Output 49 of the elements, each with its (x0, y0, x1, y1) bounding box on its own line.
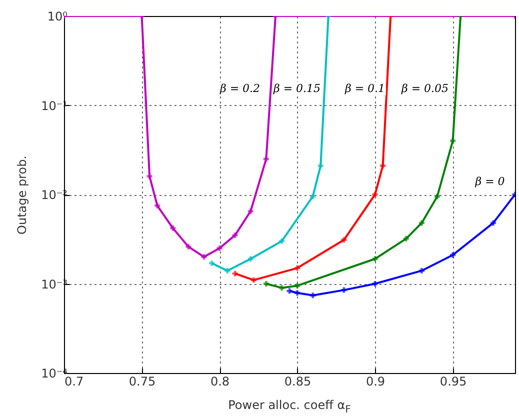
point (209, 260, 214, 266)
x-tick-label: 0.95 (440, 374, 467, 388)
annotation: β = 0.2 (218, 82, 262, 95)
point (278, 285, 284, 291)
point (278, 238, 284, 244)
point (294, 290, 300, 296)
y-tick-label: 10⁰ (47, 10, 68, 24)
point (154, 202, 160, 208)
x-tick-label: 0.85 (284, 374, 312, 388)
point (170, 225, 176, 231)
point (216, 245, 222, 251)
point (263, 156, 269, 162)
x-tick-label: 0.9 (366, 374, 386, 388)
annotation: β = 0.05 (400, 82, 450, 95)
point (232, 232, 238, 238)
point (450, 252, 456, 258)
y-axis-title: Outage prob. (15, 156, 30, 234)
point (146, 174, 152, 180)
point (490, 220, 496, 226)
point (434, 194, 440, 200)
point (380, 163, 386, 168)
point (450, 138, 456, 144)
annotation: β = 0.1 (344, 82, 386, 95)
point (310, 194, 316, 200)
x-tick-label: 0.8 (210, 374, 230, 388)
point (418, 268, 424, 274)
point (372, 281, 378, 286)
point (248, 256, 254, 262)
x-tick-label: 0.75 (128, 374, 156, 388)
point (201, 254, 207, 260)
annotation: β = 0.15 (272, 82, 322, 95)
point (224, 268, 230, 274)
point (294, 283, 300, 288)
point (232, 270, 238, 276)
point (403, 236, 409, 242)
point (294, 265, 300, 271)
point (248, 208, 254, 214)
point (318, 163, 324, 168)
point (341, 237, 347, 243)
point (310, 292, 316, 298)
point (418, 220, 424, 226)
point (186, 244, 192, 250)
point (250, 277, 256, 283)
point (372, 256, 378, 262)
x-tick-label: 0.7 (64, 374, 84, 388)
x-axis-title: Power alloc. coeff α$_{F}$ (227, 398, 352, 416)
annotation: β = 0 (474, 175, 506, 188)
point (341, 287, 347, 293)
point (263, 281, 269, 286)
